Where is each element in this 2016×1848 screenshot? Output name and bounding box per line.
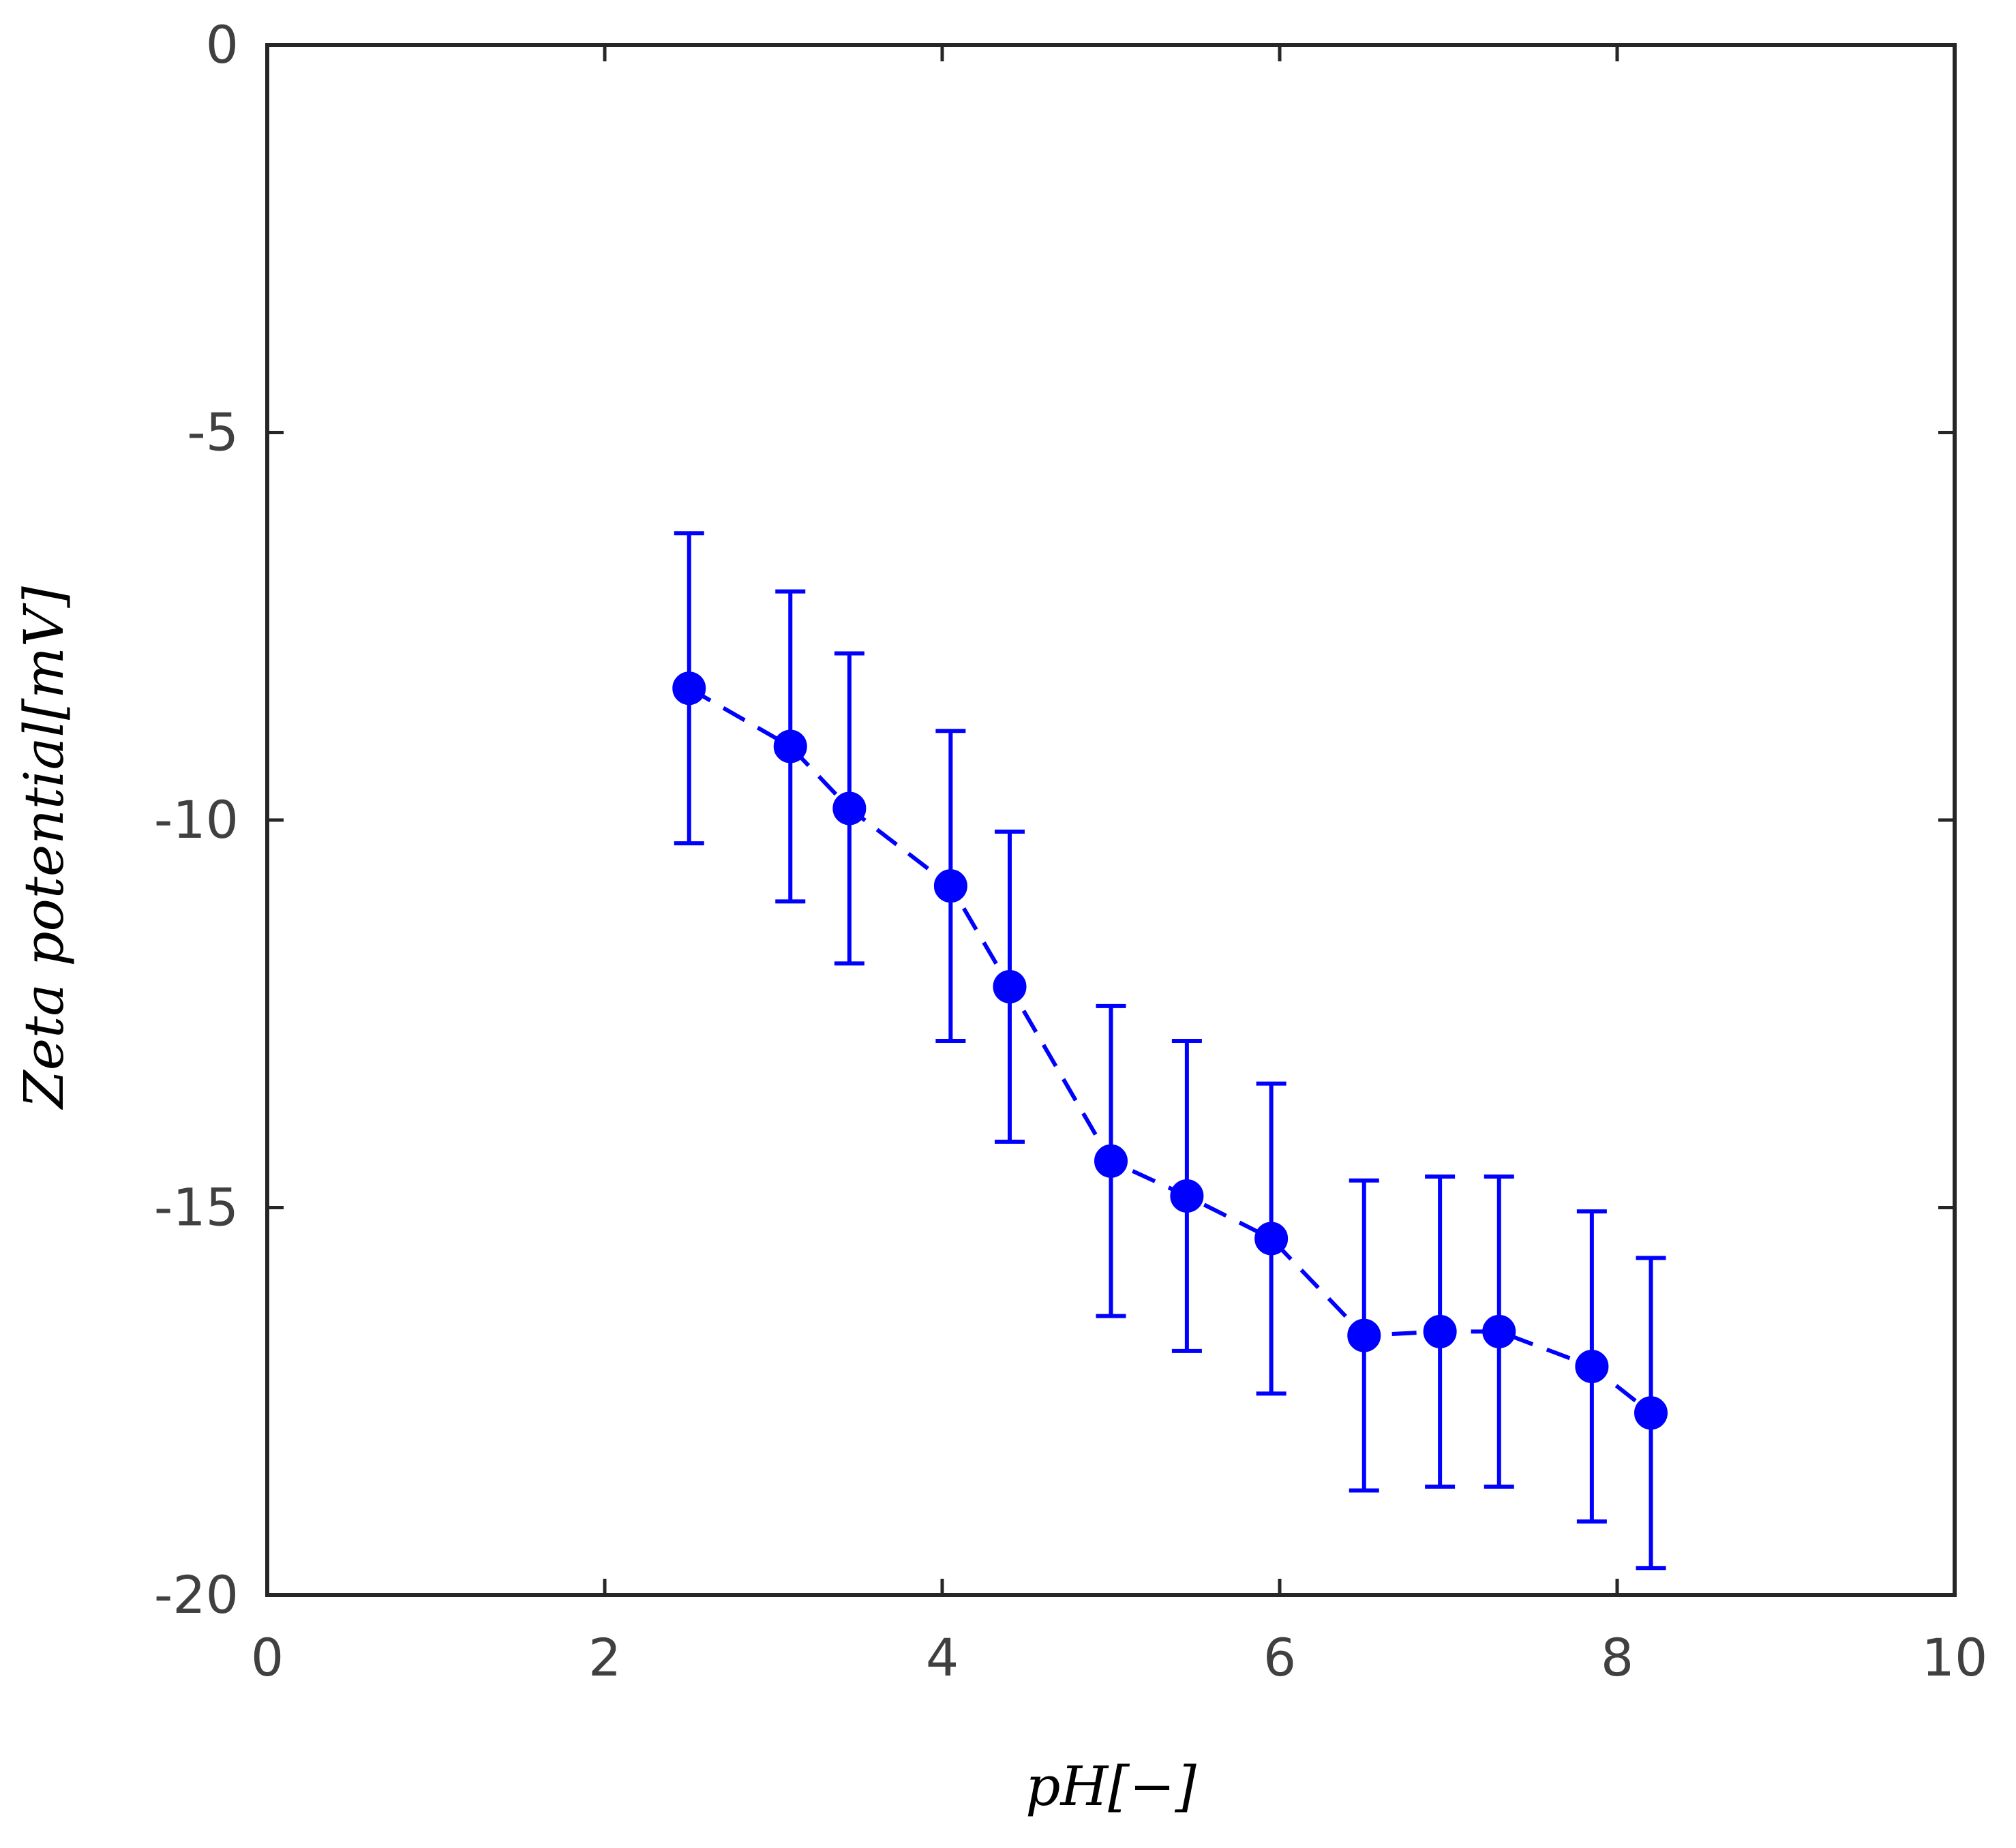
markers (672, 671, 1668, 1430)
x-axis-label: pH[−] (1025, 1755, 1197, 1818)
x-tick-label: 6 (1263, 1627, 1296, 1688)
data-point (773, 729, 807, 763)
y-tick-label: -20 (154, 1564, 239, 1625)
x-tick-label: 4 (926, 1627, 959, 1688)
tick-labels: 0 2 4 6 8 10 0 -5 -10 -15 -20 (154, 14, 1988, 1688)
data-point (672, 671, 706, 706)
data-point (1423, 1314, 1457, 1348)
data-point (832, 791, 867, 825)
y-tick-label: 0 (206, 14, 239, 75)
plot-frame (265, 43, 1957, 1597)
y-tick-label: -10 (154, 789, 239, 850)
data-point (1094, 1144, 1128, 1178)
y-tick-label: -5 (187, 402, 239, 463)
y-tick-label: -15 (154, 1177, 239, 1238)
data-point (1254, 1222, 1289, 1256)
y-axis-label: Zeta potential[mV] (12, 586, 76, 1110)
data-point (1170, 1179, 1204, 1213)
x-tick-label: 8 (1601, 1627, 1634, 1688)
data-point (1575, 1350, 1609, 1384)
data-point (1482, 1314, 1516, 1348)
x-tick-label: 0 (251, 1627, 284, 1688)
data-point (993, 969, 1027, 1003)
x-tick-label: 10 (1922, 1627, 1988, 1688)
data-point (1634, 1396, 1668, 1430)
x-tick-label: 2 (588, 1627, 621, 1688)
data-point (1347, 1318, 1381, 1352)
data-point (933, 869, 967, 903)
